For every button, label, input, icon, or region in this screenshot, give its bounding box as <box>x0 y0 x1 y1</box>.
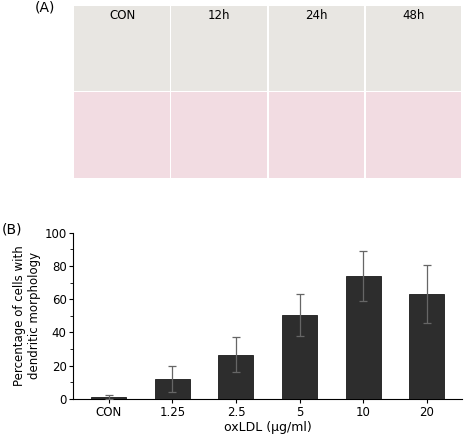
Bar <box>269 92 364 178</box>
Text: CON: CON <box>109 9 135 22</box>
Bar <box>282 315 317 399</box>
Bar <box>74 6 170 91</box>
Bar <box>346 276 381 399</box>
Bar <box>366 6 461 91</box>
Text: 12h: 12h <box>208 9 230 22</box>
Bar <box>219 355 254 399</box>
Y-axis label: Percentage of cells with
dendritic morphology: Percentage of cells with dendritic morph… <box>13 245 42 386</box>
Bar <box>155 379 190 399</box>
Text: 24h: 24h <box>305 9 328 22</box>
Bar <box>269 6 364 91</box>
Text: (A): (A) <box>35 1 55 15</box>
Bar <box>410 294 445 399</box>
Text: 48h: 48h <box>402 9 425 22</box>
Bar <box>172 92 267 178</box>
Bar <box>91 397 126 399</box>
Text: (B): (B) <box>1 223 22 237</box>
Bar <box>366 92 461 178</box>
X-axis label: oxLDL (μg/ml): oxLDL (μg/ml) <box>224 421 312 435</box>
Bar <box>74 92 170 178</box>
Bar <box>172 6 267 91</box>
